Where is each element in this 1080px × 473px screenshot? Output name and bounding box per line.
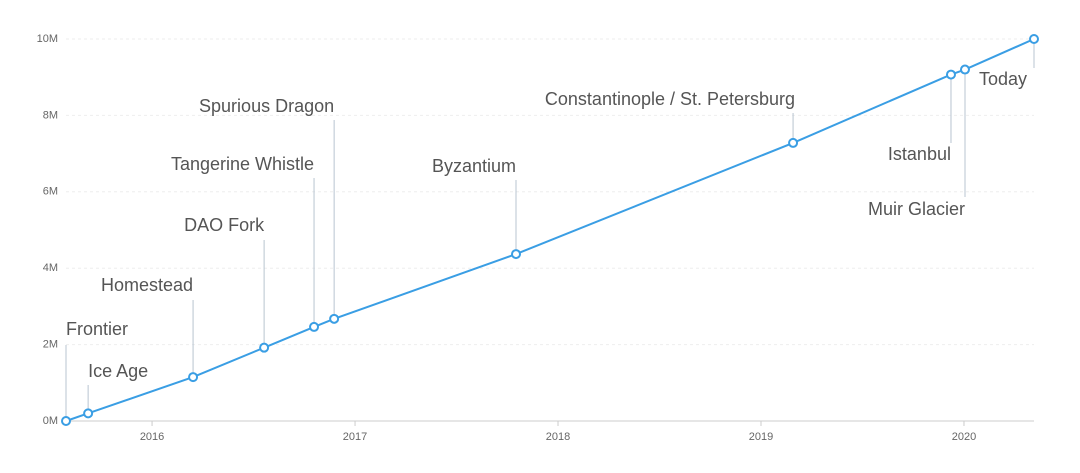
y-tick-label: 10M [37,33,58,45]
point [83,408,94,419]
annotation: Ice Age [88,361,148,381]
y-tick-label: 2M [43,339,58,351]
y-tick-label: 4M [43,262,58,274]
y-tick-label: 6M [43,186,58,198]
annotation: Homestead [101,275,193,295]
annotation: Constantinople / St. Petersburg [545,89,795,109]
point [309,321,320,332]
point [788,137,799,148]
x-tick-label: 2018 [546,431,570,443]
point [329,313,340,324]
y-tick-label: 8M [43,109,58,121]
annotation: Byzantium [432,156,516,176]
point [61,416,71,426]
point [1029,34,1039,44]
x-tick-label: 2019 [749,431,773,443]
point [259,342,270,353]
annotation: Istanbul [888,144,951,164]
point [511,249,522,260]
annotation: Today [979,69,1027,89]
point [945,69,956,80]
point [188,372,199,383]
annotation: Frontier [66,319,128,339]
x-tick-label: 2016 [140,431,164,443]
y-tick-label: 0M [43,415,58,427]
annotation: DAO Fork [184,215,265,235]
annotation: Muir Glacier [868,199,965,219]
annotation: Spurious Dragon [199,96,334,116]
point [959,64,970,75]
annotation: Tangerine Whistle [171,154,314,174]
x-tick-label: 2020 [952,431,976,443]
x-tick-label: 2017 [343,431,367,443]
